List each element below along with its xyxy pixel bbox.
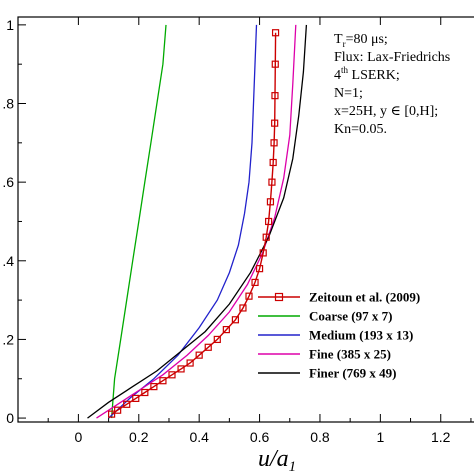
legend-marker [274, 292, 284, 302]
data-point [186, 359, 194, 367]
data-point [132, 394, 140, 403]
x-tick-label: 0.6 [250, 429, 270, 445]
y-tick-label: 1 [6, 17, 14, 33]
annotation-scheme: 4th LSERK; [334, 65, 400, 83]
data-point [108, 410, 116, 418]
data-point [150, 383, 158, 391]
legend-label-2: Medium (193 x 13) [309, 328, 413, 343]
tick-layer: 0 0.2 0.4 0.6 0.8 1 1.20.2.4.6.81 [2, 17, 472, 445]
series-line-3 [96, 24, 297, 419]
annotation-location: x=25H, y ∈ [0,H]; [334, 104, 438, 119]
legend-label-1: Coarse (97 x 7) [309, 309, 392, 324]
x-tick-label: 1 [376, 429, 384, 445]
y-tick-label: .8 [2, 96, 14, 112]
data-point [123, 400, 131, 408]
legend-label-3: Fine (385 x 25) [309, 347, 391, 362]
annotation-order: N=1; [334, 86, 363, 101]
series-line-0 [111, 32, 277, 415]
data-point [265, 217, 273, 226]
data-point [159, 377, 167, 385]
data-point [271, 119, 279, 127]
data-point [245, 292, 253, 300]
x-tick-label: 1.2 [431, 429, 451, 445]
x-tick-label: 0.4 [189, 429, 209, 445]
data-point [114, 406, 122, 414]
data-point [141, 388, 149, 397]
data-point [268, 178, 276, 186]
data-point [266, 198, 275, 206]
plot-frame [17, 16, 474, 423]
y-tick-label: 0 [6, 410, 14, 426]
data-point [262, 233, 270, 241]
y-tick-label: .2 [2, 331, 14, 347]
legend: Zeitoun et al. (2009) Coarse (97 x 7) Medi… [258, 290, 420, 381]
annotation-flux: Flux: Lax-Friedrichs [334, 50, 450, 65]
x-tick-label: 0 [74, 429, 82, 445]
x-tick-label: 0.2 [129, 429, 149, 445]
data-point [177, 365, 185, 373]
data-point [204, 343, 212, 351]
x-tick-label: 0.8 [310, 429, 330, 445]
data-point [271, 60, 279, 68]
series-line-2 [108, 24, 258, 419]
legend-label-0: Zeitoun et al. (2009) [309, 290, 420, 305]
data-point [259, 249, 267, 257]
series-layer [87, 24, 308, 419]
x-axis-label: u/a1 [258, 446, 296, 474]
series-line-4 [87, 24, 308, 419]
y-tick-label: .4 [2, 253, 14, 269]
annotation-knudsen: Kn=0.05. [334, 122, 387, 137]
legend-label-4: Finer (769 x 49) [309, 366, 397, 381]
data-point [269, 158, 277, 167]
data-point [213, 335, 221, 344]
data-point [195, 351, 203, 359]
data-point [255, 265, 264, 273]
data-point [271, 29, 280, 37]
annotation-block: Tr=80 μs; Flux: Lax-Friedrichs 4th LSERK… [334, 32, 450, 137]
data-point [222, 325, 230, 334]
data-point [239, 304, 247, 312]
series-line-1 [110, 24, 167, 419]
data-point [271, 92, 279, 100]
annotation-time: Tr=80 μs; [334, 32, 388, 49]
y-tick-label: .6 [2, 174, 14, 190]
data-point [168, 371, 176, 379]
data-point [251, 278, 259, 287]
data-point [231, 316, 240, 324]
data-point [270, 139, 278, 147]
